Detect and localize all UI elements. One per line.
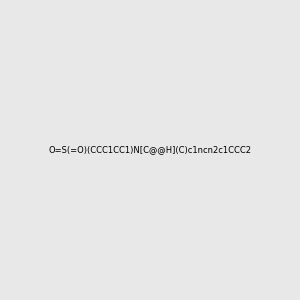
- Text: O=S(=O)(CCC1CC1)N[C@@H](C)c1ncn2c1CCC2: O=S(=O)(CCC1CC1)N[C@@H](C)c1ncn2c1CCC2: [49, 146, 251, 154]
